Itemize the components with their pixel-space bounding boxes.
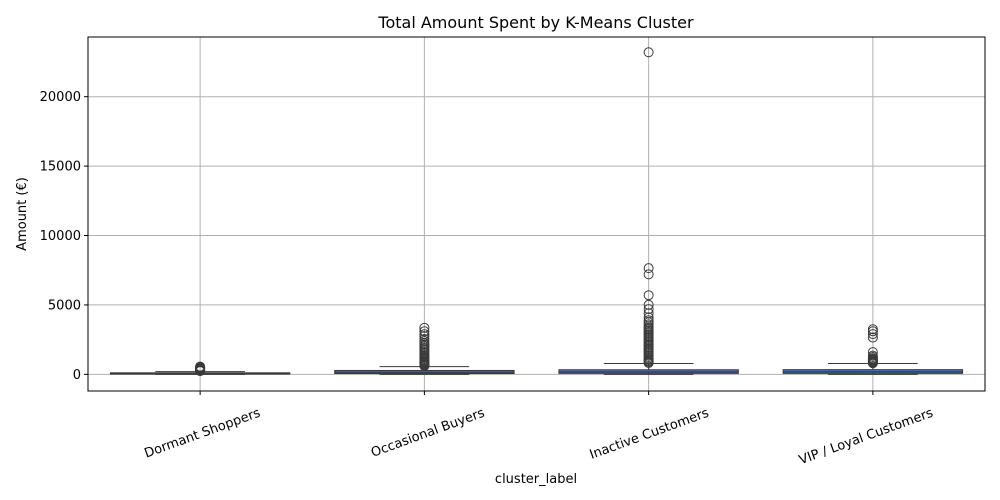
outlier-point	[643, 299, 654, 310]
outlier-point	[195, 361, 206, 372]
outlier-point	[643, 312, 654, 323]
grid-lines	[88, 37, 985, 391]
x-tick-label: VIP / Loyal Customers	[797, 406, 935, 469]
outlier-point	[643, 290, 654, 301]
outlier-point	[867, 332, 878, 343]
box-2	[558, 47, 739, 375]
box-layer	[109, 47, 964, 377]
y-tick-label: 10000	[40, 229, 81, 244]
outlier-point	[643, 308, 654, 319]
outlier-point	[419, 326, 430, 337]
chart-title: Total Amount Spent by K-Means Cluster	[377, 13, 694, 32]
x-tick-label: Inactive Customers	[588, 406, 711, 463]
y-tick-label: 0	[73, 368, 81, 383]
y-axis-ticks: 0 5000 10000 15000 20000	[40, 90, 88, 383]
y-tick-label: 15000	[40, 160, 81, 175]
outlier-point	[419, 329, 430, 340]
x-tick-label: Dormant Shoppers	[142, 406, 262, 462]
y-tick-label: 5000	[48, 298, 81, 313]
outlier-point	[419, 322, 430, 333]
plot-frame	[87, 36, 986, 392]
box-3	[782, 324, 964, 375]
x-tick-label: Occasional Buyers	[369, 406, 487, 461]
outlier-point	[643, 269, 654, 280]
outlier-point	[867, 350, 878, 361]
outlier-point	[867, 347, 878, 358]
outlier-point	[867, 329, 878, 340]
x-axis-ticks: Dormant Shoppers Occasional Buyers Inactiv…	[142, 391, 935, 468]
x-axis-label: cluster_label	[495, 472, 577, 487]
outlier-point	[419, 333, 430, 344]
y-tick-label: 20000	[40, 90, 81, 105]
box-0	[109, 361, 291, 377]
outlier-point	[643, 304, 654, 315]
y-axis-label: Amount (€)	[15, 177, 30, 251]
box-1	[334, 322, 515, 375]
outlier-point	[643, 47, 654, 58]
outlier-point	[643, 315, 654, 326]
outlier-point	[867, 324, 878, 335]
outlier-point	[643, 263, 654, 274]
